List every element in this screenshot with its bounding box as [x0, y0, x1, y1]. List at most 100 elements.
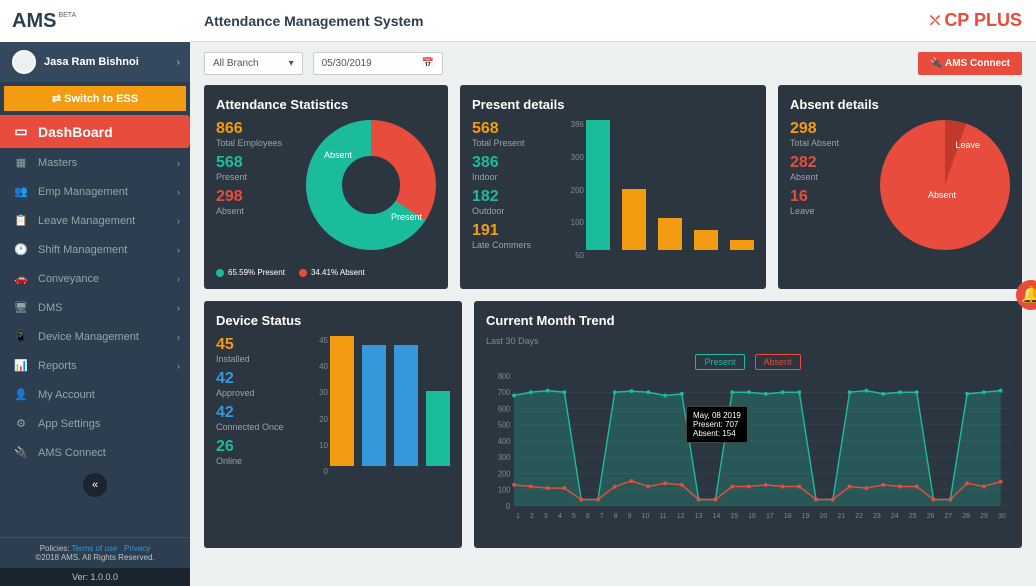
nav-icon: 🖥	[14, 301, 28, 314]
policies-label: Policies:	[40, 544, 70, 553]
indoor-lbl: Indoor	[472, 172, 552, 182]
nav-dms[interactable]: 🖥DMS›	[0, 293, 190, 322]
logo-beta: BETA	[58, 12, 76, 19]
online-val: 26	[216, 438, 296, 456]
nav-icon: 🚗	[14, 272, 28, 285]
device-bars: 45403020100	[306, 336, 450, 476]
nav-icon: 📋	[14, 214, 28, 227]
nav-conveyance[interactable]: 🚗Conveyance›	[0, 264, 190, 293]
terms-link[interactable]: Terms of use	[72, 544, 118, 553]
nav-icon: ▭	[14, 123, 28, 140]
user-name: Jasa Ram Bishnoi	[44, 56, 139, 68]
present-lbl: Present	[216, 172, 296, 182]
chevron-right-icon: ›	[177, 158, 180, 168]
donut-present-label: Present	[391, 212, 422, 222]
svg-text:500: 500	[498, 421, 510, 430]
nav-shift-management[interactable]: 🕐Shift Management›	[0, 235, 190, 264]
nav-reports[interactable]: 📊Reports›	[0, 351, 190, 380]
late-lbl: Late Commers	[472, 240, 552, 250]
nav-dashboard[interactable]: ▭DashBoard	[0, 115, 190, 148]
calendar-icon: 📅	[422, 58, 434, 69]
nav-ams-connect[interactable]: 🔌AMS Connect	[0, 438, 190, 467]
filter-bar: All Branch▾ 05/30/2019📅 🔌 AMS Connect	[190, 42, 1036, 85]
bar	[694, 230, 718, 250]
nav-masters[interactable]: ▦ Masters ›	[0, 148, 190, 177]
trend-legend-present: Present	[695, 354, 744, 370]
nav-icon: 👥	[14, 185, 28, 198]
absent-cnt-lbl: Absent	[790, 172, 870, 182]
cp-plus-logo: ⛌CP PLUS	[930, 10, 1022, 31]
indoor-val: 386	[472, 154, 552, 172]
legend-present: 65.59% Present	[228, 268, 285, 277]
svg-text:600: 600	[498, 404, 510, 413]
approved-val: 42	[216, 370, 296, 388]
attendance-donut: Absent Present	[306, 120, 436, 260]
page-title: Attendance Management System	[204, 13, 423, 29]
present-card: Present details 568Total Present 386Indo…	[460, 85, 766, 289]
user-bar[interactable]: Jasa Ram Bishnoi ›	[0, 42, 190, 82]
logo-ms: MS	[26, 10, 56, 32]
ams-connect-button[interactable]: 🔌 AMS Connect	[918, 52, 1022, 75]
nav-icon: 🔌	[14, 446, 28, 459]
nav-icon: 📊	[14, 359, 28, 372]
nav-label: Emp Management	[38, 186, 128, 198]
switch-ess-button[interactable]: ⇄ Switch to ESS	[4, 86, 186, 111]
leave-lbl: Leave	[790, 206, 870, 216]
absent-val: 298	[216, 188, 296, 206]
nav-leave-management[interactable]: 📋 Leave Management ›	[0, 206, 190, 235]
nav-label: Conveyance	[38, 273, 99, 285]
svg-text:200: 200	[498, 469, 510, 478]
absent-lbl: Absent	[216, 206, 296, 216]
nav-icon: 🕐	[14, 243, 28, 256]
approved-lbl: Approved	[216, 388, 296, 398]
trend-title: Current Month Trend	[486, 313, 1010, 328]
nav-icon: ▦	[14, 156, 28, 169]
svg-text:0: 0	[506, 502, 510, 511]
outdoor-lbl: Outdoor	[472, 206, 552, 216]
nav-device-management[interactable]: 📱Device Management›	[0, 322, 190, 351]
trend-card: Current Month Trend Last 30 Days Present…	[474, 301, 1022, 548]
total-present-lbl: Total Present	[472, 138, 552, 148]
absent-pie: Leave Absent	[880, 120, 1010, 260]
trend-legend-absent: Absent	[755, 354, 801, 370]
present-title: Present details	[472, 97, 754, 112]
collapse-button[interactable]: «	[83, 473, 107, 497]
privacy-link[interactable]: Privacy	[124, 544, 150, 553]
date-input[interactable]: 05/30/2019📅	[313, 52, 444, 75]
attendance-card: Attendance Statistics 866Total Employees…	[204, 85, 448, 289]
nav-label: Leave Management	[38, 215, 135, 227]
nav-label: Device Management	[38, 331, 139, 343]
nav-my-account[interactable]: 👤My Account	[0, 380, 190, 409]
branch-select[interactable]: All Branch▾	[204, 52, 303, 75]
pie-absent-label: Absent	[928, 190, 956, 200]
footer: Policies: Terms of use Privacy ©2018 AMS…	[0, 537, 190, 568]
nav-label: DMS	[38, 302, 62, 314]
trend-sub: Last 30 Days	[486, 336, 1010, 346]
connected-lbl: Connected Once	[216, 422, 296, 432]
nav-app-settings[interactable]: ⚙App Settings	[0, 409, 190, 438]
present-bars: 38630020010050	[562, 120, 754, 260]
pie-leave-label: Leave	[955, 140, 980, 150]
total-absent-lbl: Total Absent	[790, 138, 870, 148]
outdoor-val: 182	[472, 188, 552, 206]
nav-emp-management[interactable]: 👥Emp Management›	[0, 177, 190, 206]
nav-label: Masters	[38, 157, 77, 169]
nav-icon: 📱	[14, 330, 28, 343]
bar	[394, 345, 418, 466]
nav-icon: 👤	[14, 388, 28, 401]
svg-text:300: 300	[498, 453, 510, 462]
present-val: 568	[216, 154, 296, 172]
installed-lbl: Installed	[216, 354, 296, 364]
leave-val: 16	[790, 188, 870, 206]
bar	[622, 189, 646, 250]
connected-val: 42	[216, 404, 296, 422]
nav-label: Reports	[38, 360, 77, 372]
absent-cnt-val: 282	[790, 154, 870, 172]
version: Ver: 1.0.0.0	[0, 568, 190, 586]
svg-text:800: 800	[498, 372, 510, 381]
attendance-title: Attendance Statistics	[216, 97, 436, 112]
sidebar: AMS BETA Jasa Ram Bishnoi › ⇄ Switch to …	[0, 0, 190, 586]
svg-text:100: 100	[498, 486, 510, 495]
chevron-right-icon: ›	[177, 216, 180, 226]
legend-absent: 34.41% Absent	[311, 268, 365, 277]
